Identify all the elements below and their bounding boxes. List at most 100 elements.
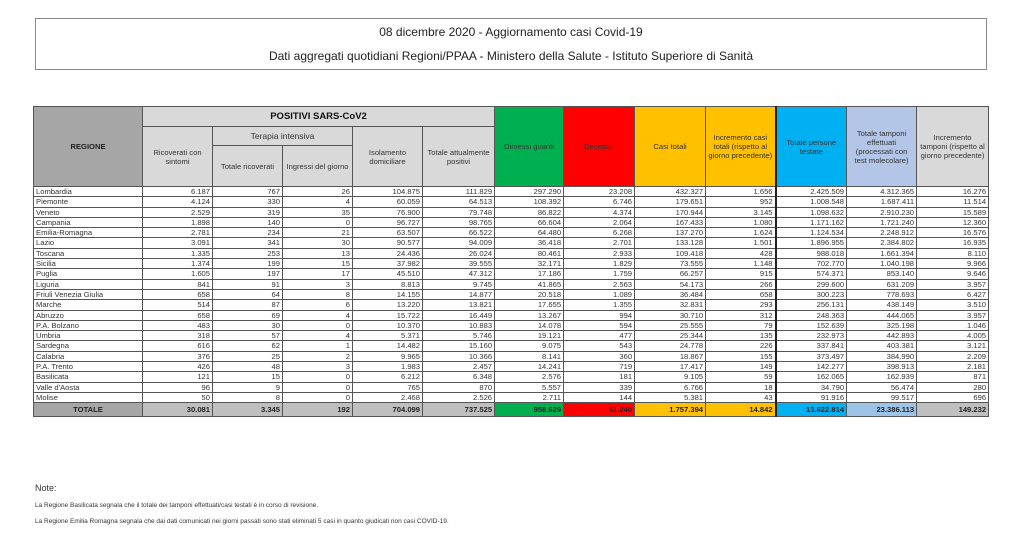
- value-cell: 15.589: [916, 206, 990, 218]
- value-cell: 6: [282, 299, 353, 311]
- value-cell: 14.241: [494, 361, 565, 373]
- value-cell: 1.124.534: [774, 227, 848, 239]
- value-cell: 325.198: [846, 319, 918, 332]
- value-cell: 14.842: [705, 402, 777, 418]
- value-cell: 56.474: [846, 381, 918, 393]
- header-casi: Casi totali: [634, 106, 707, 187]
- value-cell: 108.392: [494, 196, 565, 208]
- value-cell: 1.501: [705, 237, 777, 249]
- value-cell: 10.370: [352, 319, 423, 332]
- value-cell: 91: [212, 278, 283, 290]
- page-title: 08 dicembre 2020 - Aggiornamento casi Co…: [379, 25, 643, 39]
- value-cell: 197: [212, 268, 283, 280]
- total-row: TOTALE 30.081 3.345 192 704.099 737.525 958.62…: [33, 402, 990, 418]
- region-cell: Emilia-Romagna: [33, 227, 143, 239]
- value-cell: 3.145: [705, 206, 777, 218]
- value-cell: 199: [212, 258, 283, 270]
- value-cell: 15.160: [421, 340, 496, 352]
- header-incremento-casi: Incremento casi totali (rispetto al gior…: [705, 106, 777, 187]
- page-subtitle: Dati aggregati quotidiani Regioni/PPAA -…: [268, 49, 754, 63]
- table-row: Toscana 1.335 253 13 24.436 26.024 80.461 2.933…: [33, 247, 990, 260]
- value-cell: 1.721.240: [846, 216, 918, 229]
- value-cell: 98.765: [421, 216, 496, 229]
- value-cell: 299.600: [774, 278, 848, 290]
- value-cell: 39.555: [421, 258, 496, 270]
- value-cell: 32.171: [494, 258, 565, 270]
- value-cell: 60.059: [352, 196, 423, 208]
- value-cell: 162.065: [774, 371, 848, 383]
- value-cell: 8: [212, 391, 283, 404]
- value-cell: 719: [563, 361, 636, 373]
- value-cell: 702.770: [774, 258, 848, 270]
- value-cell: 658: [142, 309, 213, 321]
- value-cell: 2.457: [421, 361, 496, 373]
- title-box: 08 dicembre 2020 - Aggiornamento casi Co…: [35, 18, 987, 70]
- value-cell: 4.005: [916, 330, 990, 342]
- value-cell: 2.711: [494, 391, 565, 404]
- value-cell: 384.990: [846, 350, 918, 363]
- value-cell: 3: [282, 361, 353, 373]
- value-cell: 915: [705, 268, 777, 280]
- note-item: La Regione Basilicata segnala che il tot…: [35, 502, 319, 509]
- value-cell: 232.973: [774, 330, 848, 342]
- header-dimessi: Dimessi guariti: [494, 106, 565, 187]
- value-cell: 3.957: [916, 309, 990, 321]
- value-cell: 3.345: [212, 402, 283, 418]
- table-row: P.A. Trento 426 48 3 1.983 2.457 14.241 719 17.4…: [33, 361, 990, 373]
- value-cell: 376: [142, 350, 213, 363]
- region-cell: Veneto: [33, 206, 143, 218]
- value-cell: 96.727: [352, 216, 423, 229]
- value-cell: 8.141: [494, 350, 565, 363]
- value-cell: 1.759: [563, 268, 636, 280]
- value-cell: 179.651: [634, 196, 707, 208]
- value-cell: 47.312: [421, 268, 496, 280]
- value-cell: 3.091: [142, 237, 213, 249]
- value-cell: 43: [705, 391, 777, 404]
- table-row: Umbria 318 57 4 5.371 5.746 19.121 477 25.344 135…: [33, 330, 990, 342]
- region-cell: Abruzzo: [33, 309, 143, 321]
- value-cell: 35: [282, 206, 353, 218]
- table-row: P.A. Bolzano 483 30 0 10.370 10.883 14.078 594 2…: [33, 319, 990, 332]
- value-cell: 300.223: [774, 288, 848, 301]
- value-cell: 54.173: [634, 278, 707, 290]
- region-cell: TOTALE: [33, 402, 143, 418]
- value-cell: 152.639: [774, 319, 848, 332]
- value-cell: 30: [282, 237, 353, 249]
- value-cell: 96: [142, 381, 213, 393]
- value-cell: 0: [282, 319, 353, 332]
- value-cell: 9.075: [494, 340, 565, 352]
- value-cell: 432.327: [634, 185, 707, 198]
- region-cell: Sicilia: [33, 258, 143, 270]
- value-cell: 66.604: [494, 216, 565, 229]
- table-row: Valle d'Aosta 96 9 0 765 870 5.557 339 6.766 18 34…: [33, 381, 990, 393]
- header-tamponi: Totale tamponi effettuati (processati co…: [846, 106, 918, 187]
- value-cell: 149: [705, 361, 777, 373]
- value-cell: 853.140: [846, 268, 918, 280]
- value-cell: 13.622.814: [774, 402, 848, 418]
- value-cell: 631.209: [846, 278, 918, 290]
- value-cell: 256.131: [774, 299, 848, 311]
- value-cell: 444.065: [846, 309, 918, 321]
- value-cell: 30.081: [142, 402, 213, 418]
- value-cell: 94.009: [421, 237, 496, 249]
- value-cell: 297.290: [494, 185, 565, 198]
- header-terapia: Terapia intensiva: [212, 126, 353, 146]
- value-cell: 18: [705, 381, 777, 393]
- value-cell: 765: [352, 381, 423, 393]
- value-cell: 9: [212, 381, 283, 393]
- value-cell: 50: [142, 391, 213, 404]
- table-row: Lombardia 6.187 767 26 104.875 111.829 297.290…: [33, 185, 990, 198]
- header-deceduti: Deceduti: [563, 106, 636, 187]
- value-cell: 149.232: [916, 402, 990, 418]
- table-row: Marche 514 87 6 13.220 13.821 17.655 1.355 32.83…: [33, 299, 990, 311]
- value-cell: 30.710: [634, 309, 707, 321]
- value-cell: 90.577: [352, 237, 423, 249]
- value-cell: 1.898: [142, 216, 213, 229]
- header-ingressi: Ingressi del giorno: [282, 145, 353, 187]
- value-cell: 17.417: [634, 361, 707, 373]
- table-row: Molise 50 8 0 2.468 2.526 2.711 144 5.381 43 91.91…: [33, 391, 990, 404]
- value-cell: 181: [563, 371, 636, 383]
- value-cell: 62: [212, 340, 283, 352]
- value-cell: 1.080: [705, 216, 777, 229]
- value-cell: 64: [212, 288, 283, 301]
